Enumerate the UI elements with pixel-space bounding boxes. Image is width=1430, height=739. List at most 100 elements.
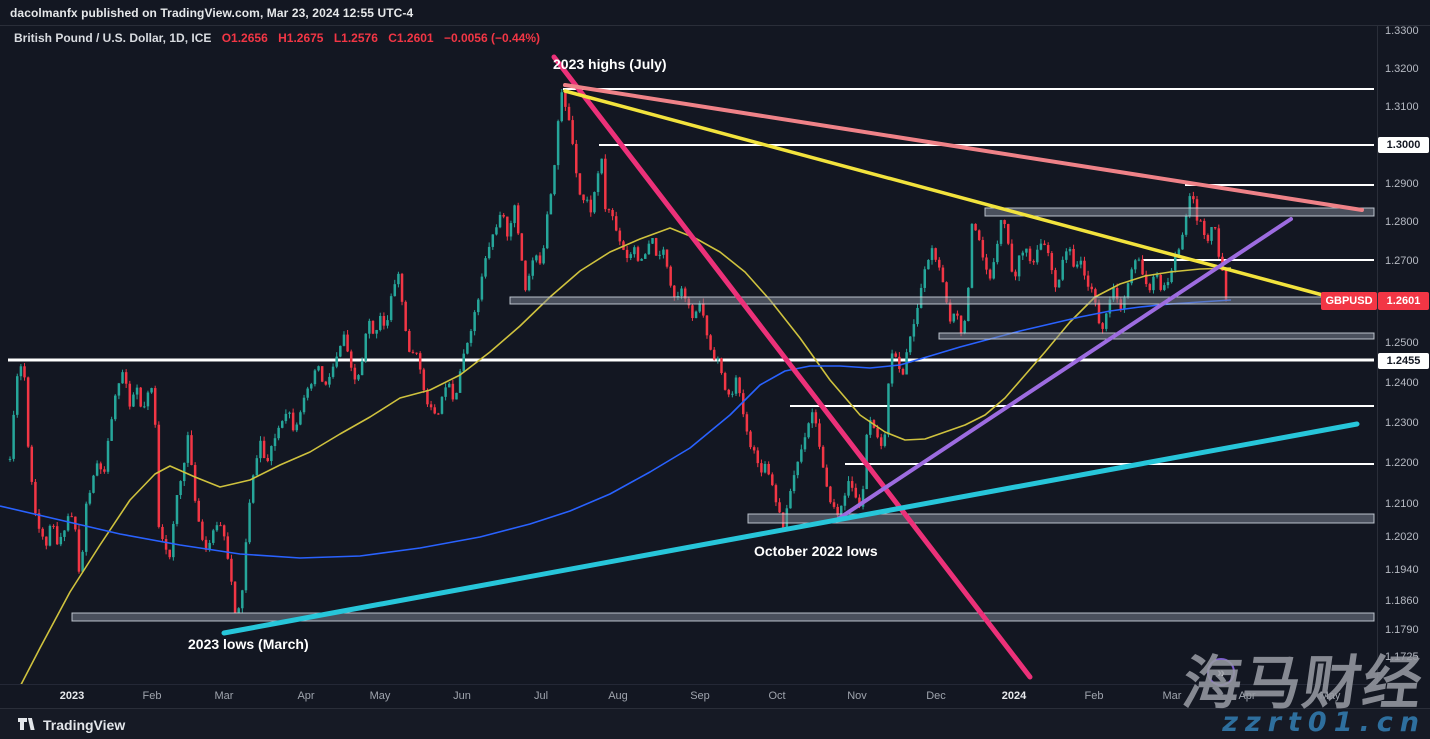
candle xyxy=(190,430,193,466)
candle xyxy=(665,249,669,269)
candle xyxy=(1021,250,1025,261)
candle xyxy=(1025,248,1028,257)
candle xyxy=(1057,279,1061,289)
candle xyxy=(527,273,531,292)
candle xyxy=(596,170,600,196)
candle xyxy=(974,223,977,231)
candle xyxy=(640,258,643,261)
candle xyxy=(277,425,280,441)
candle xyxy=(538,252,542,265)
ma-yellow[interactable] xyxy=(12,227,1232,702)
candle xyxy=(469,328,473,347)
sr-zone-band[interactable] xyxy=(984,207,1375,217)
candle xyxy=(977,229,981,242)
sr-zone-band[interactable] xyxy=(747,513,1375,524)
candle xyxy=(821,445,825,468)
candle xyxy=(1213,226,1217,230)
candle xyxy=(600,158,603,175)
candle xyxy=(716,356,720,364)
candle xyxy=(143,401,146,409)
candle xyxy=(919,283,923,309)
candle xyxy=(832,498,836,509)
candle xyxy=(353,363,357,385)
candle xyxy=(890,349,894,387)
candle xyxy=(393,279,397,297)
candle xyxy=(516,202,520,236)
candle xyxy=(270,445,273,466)
candle xyxy=(233,581,237,614)
candle xyxy=(792,470,796,494)
sr-zone-band[interactable] xyxy=(938,332,1375,340)
candle xyxy=(34,478,37,517)
tradingview-brand[interactable]: TradingView xyxy=(18,717,125,733)
symbol-description: British Pound / U.S. Dollar, 1D, ICE xyxy=(14,31,212,45)
ma-blue[interactable] xyxy=(0,299,1232,559)
time-tick-label: Nov xyxy=(847,690,867,702)
candle xyxy=(266,454,269,463)
trendline-resistance-salmon[interactable] xyxy=(563,83,1364,212)
candle xyxy=(168,549,171,560)
candle xyxy=(248,499,251,545)
candle xyxy=(1210,226,1213,245)
candle xyxy=(1065,248,1068,264)
symbol-legend[interactable]: British Pound / U.S. Dollar, 1D, ICE O1.… xyxy=(14,31,540,45)
sr-zones xyxy=(71,207,1375,622)
annotation-label[interactable]: October 2022 lows xyxy=(754,543,878,559)
candle xyxy=(633,245,636,258)
candle xyxy=(124,369,128,388)
trendline-resistance-yellow[interactable] xyxy=(563,89,1332,299)
candle xyxy=(23,363,26,381)
candle xyxy=(604,154,607,212)
candle xyxy=(1050,251,1054,275)
candle xyxy=(295,422,299,433)
candle xyxy=(999,219,1003,247)
candle xyxy=(691,304,694,321)
trendline-steep-downtrend-pink[interactable] xyxy=(551,54,1033,680)
candle xyxy=(767,461,770,476)
candle xyxy=(723,371,727,391)
candle xyxy=(531,257,534,280)
candle xyxy=(553,164,556,196)
time-tick-label: Apr xyxy=(297,690,315,702)
sr-levels xyxy=(8,88,1374,465)
price-tick-label: 1.3200 xyxy=(1385,63,1419,75)
candle xyxy=(440,396,444,415)
price-tick-label: 1.1790 xyxy=(1385,624,1419,636)
candle xyxy=(829,485,832,504)
candle xyxy=(593,191,596,214)
candle xyxy=(186,431,190,467)
candle xyxy=(1130,267,1133,286)
candle xyxy=(810,408,814,428)
candle xyxy=(491,234,495,250)
candle xyxy=(458,368,462,393)
candle xyxy=(1184,213,1188,237)
annotation-label[interactable]: 2023 lows (March) xyxy=(188,636,309,652)
price-tick-label: 1.2200 xyxy=(1385,457,1419,469)
candle xyxy=(796,461,799,479)
trendline-uptrend-cyan[interactable] xyxy=(221,421,1360,636)
trendline-support-purple[interactable] xyxy=(833,217,1293,523)
time-axis[interactable]: 2023 Feb Mar Apr May Jun Jul Aug Sep Oct Nov Dec 202… xyxy=(0,684,1377,709)
candle xyxy=(375,329,378,339)
candle xyxy=(818,418,821,450)
sr-zone-band[interactable] xyxy=(71,612,1375,622)
candle xyxy=(12,410,15,462)
candle xyxy=(625,245,629,263)
scroll-to-realtime-button[interactable]: » xyxy=(1207,658,1235,686)
candle xyxy=(230,554,233,586)
sr-zone-band[interactable] xyxy=(509,296,1375,305)
candle xyxy=(415,352,418,356)
candle xyxy=(763,461,767,474)
candle xyxy=(883,432,887,448)
price-tick-label: 1.2100 xyxy=(1385,498,1419,510)
candle xyxy=(760,459,763,477)
candle xyxy=(970,223,974,289)
candle xyxy=(117,382,121,400)
time-tick-label: Apr xyxy=(1238,690,1256,702)
tradingview-brand-text: TradingView xyxy=(43,716,126,733)
candle xyxy=(513,204,516,228)
annotation-label[interactable]: 2023 highs (July) xyxy=(553,56,667,72)
candle xyxy=(669,265,672,288)
candle xyxy=(59,532,63,547)
